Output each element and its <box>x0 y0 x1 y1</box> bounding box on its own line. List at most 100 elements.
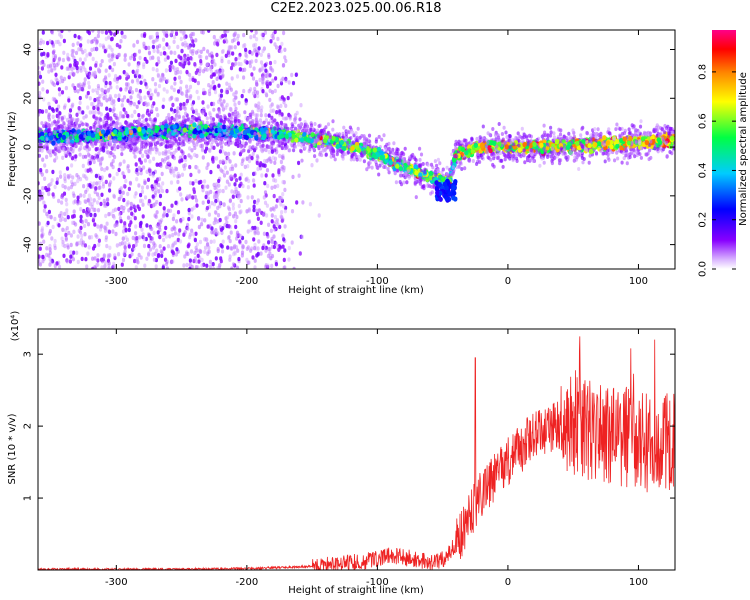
spectral-point <box>152 156 156 161</box>
spectral-point <box>236 41 240 46</box>
spectral-point <box>206 199 211 204</box>
spectral-point <box>227 182 231 187</box>
spectral-point <box>69 233 73 238</box>
spectral-point <box>69 153 73 159</box>
spectral-point <box>237 256 241 262</box>
spectral-point <box>143 101 147 106</box>
spectral-point <box>228 254 232 259</box>
spectral-point <box>284 58 288 64</box>
spectral-point <box>150 92 154 98</box>
spectral-point <box>276 83 280 89</box>
spectral-point <box>83 199 87 204</box>
spectral-point <box>228 238 232 244</box>
spectral-point <box>154 187 158 192</box>
spectral-point <box>274 178 278 183</box>
spectral-point <box>132 56 136 62</box>
spectral-point <box>261 212 266 217</box>
spectral-point <box>121 208 125 214</box>
spectral-point <box>207 30 211 33</box>
spectral-point <box>57 223 61 228</box>
spectral-point <box>175 109 179 114</box>
spectral-point <box>145 84 149 90</box>
spectral-point <box>247 89 251 94</box>
spectral-point <box>47 117 52 122</box>
spectral-point <box>67 98 71 103</box>
spectral-point <box>221 33 225 39</box>
spectral-point <box>382 133 386 138</box>
spectral-point <box>53 184 57 190</box>
spectral-point <box>173 231 178 236</box>
spectral-point <box>189 249 194 254</box>
spectral-point <box>157 224 161 230</box>
spectral-point <box>114 93 118 99</box>
spectral-point <box>107 212 111 217</box>
spectral-point <box>144 45 148 51</box>
spectral-point <box>45 89 50 94</box>
spectral-point <box>221 149 225 154</box>
spectral-point <box>268 88 272 94</box>
spectral-point <box>207 88 212 94</box>
spectral-point <box>61 78 65 84</box>
spectral-point <box>374 139 378 144</box>
spectral-point <box>115 243 119 248</box>
spectral-point <box>278 153 282 159</box>
spectral-point <box>87 245 91 250</box>
spectral-point <box>212 101 216 107</box>
spectral-point <box>118 212 122 217</box>
spectral-point <box>105 166 109 171</box>
spectral-point <box>269 228 273 233</box>
spectral-point <box>129 55 133 61</box>
spectral-point <box>188 146 192 151</box>
spectral-point <box>123 144 128 149</box>
spectral-point <box>112 176 116 181</box>
spectral-point <box>86 251 90 256</box>
spectral-point <box>39 241 43 246</box>
spectral-point <box>73 62 77 67</box>
spectral-point <box>150 236 155 241</box>
spectral-point <box>106 197 110 202</box>
spectral-point <box>188 45 192 50</box>
spectral-point <box>280 210 284 215</box>
spectral-point <box>155 248 159 253</box>
spectral-point <box>104 36 108 42</box>
spectral-point <box>104 68 108 73</box>
spectral-point <box>230 38 235 44</box>
spectral-point <box>228 211 232 217</box>
spectral-point <box>216 164 220 169</box>
spectral-point <box>291 174 295 180</box>
spectral-point <box>71 102 75 108</box>
spectral-point <box>188 235 192 240</box>
spectral-point <box>164 68 168 73</box>
spectral-point <box>75 112 79 118</box>
spectral-point <box>115 222 119 227</box>
spectral-point <box>139 220 143 226</box>
spectral-point <box>463 166 467 171</box>
spectral-point <box>89 212 93 218</box>
spectral-point <box>112 194 116 199</box>
spectral-point <box>104 213 108 219</box>
spectral-point <box>214 219 218 225</box>
spectral-point <box>52 63 57 68</box>
spectral-point <box>217 178 221 184</box>
spectral-point <box>97 238 101 243</box>
spectral-point <box>180 63 184 68</box>
spectral-point <box>111 159 115 164</box>
spectral-point <box>159 51 163 56</box>
spectral-point <box>587 160 591 165</box>
spectral-point <box>218 149 222 154</box>
spectral-point <box>188 258 192 263</box>
spectral-point <box>96 83 100 89</box>
spectral-point <box>219 227 223 232</box>
spectral-point <box>180 91 184 96</box>
spectral-point <box>280 41 284 47</box>
spectral-point <box>107 35 111 40</box>
spectral-point <box>209 239 213 244</box>
spectral-point <box>145 185 150 190</box>
spectral-point <box>53 97 57 102</box>
spectral-point <box>121 257 126 263</box>
spectral-point <box>75 65 79 71</box>
spectral-point <box>100 59 104 64</box>
spectral-point <box>79 207 83 212</box>
spectral-point <box>108 188 112 193</box>
